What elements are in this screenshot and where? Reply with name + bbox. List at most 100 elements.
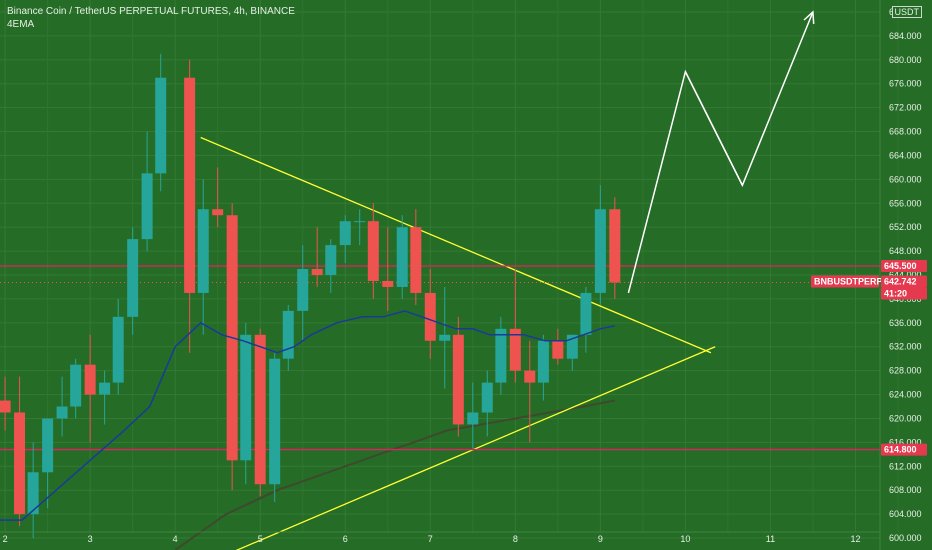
candle-up	[141, 131, 153, 252]
candle-body	[325, 245, 337, 275]
price-tick-label: 656.000	[889, 198, 922, 208]
candle-up	[396, 215, 408, 299]
candle-body	[609, 209, 621, 283]
candle-body	[424, 292, 436, 341]
time-axis[interactable]: 2 3 4 5 6 7 8 9 10 11 12	[0, 531, 880, 544]
triangle-trendlines[interactable]	[200, 136, 716, 550]
chart-title[interactable]: Binance Coin / TetherUS PERPETUAL FUTURE…	[7, 6, 295, 17]
indicator-legend[interactable]: 4EMA	[7, 19, 35, 30]
price-tick-label: 636.000	[889, 318, 922, 328]
candle-body	[311, 269, 323, 275]
time-tick-label: 7	[428, 534, 433, 544]
candle-down	[212, 167, 224, 228]
price-tick-label: 632.000	[889, 342, 922, 352]
candle-body	[56, 406, 68, 419]
time-tick-label: 2	[3, 534, 8, 544]
candle-up	[297, 245, 309, 341]
candle-body	[197, 209, 209, 293]
candle-down	[0, 376, 11, 431]
price-tick-label: 628.000	[889, 366, 922, 376]
candle-down	[254, 328, 266, 497]
candle-body	[339, 221, 351, 246]
candle-up	[42, 418, 54, 509]
candle-body	[254, 334, 266, 485]
candle-up	[197, 179, 209, 335]
last-price-label-bg	[881, 275, 927, 288]
candle-up	[155, 53, 167, 192]
candle-body	[297, 269, 309, 311]
candle-body	[70, 364, 82, 407]
candle-body	[495, 328, 507, 383]
candle-up	[467, 382, 479, 449]
candle-up	[566, 334, 578, 371]
candle-body	[537, 340, 549, 383]
candle-body	[552, 340, 564, 359]
candle-up	[594, 185, 606, 305]
ema-fast-line	[0, 310, 615, 521]
price-tick-label: 668.000	[889, 127, 922, 137]
candle-body	[594, 209, 606, 293]
candle-down	[84, 334, 96, 443]
candle-up	[339, 215, 351, 264]
candle-body	[27, 472, 39, 515]
candle-up	[56, 376, 68, 437]
ema-fast-path	[0, 310, 615, 521]
candle-down	[14, 376, 26, 527]
candle-body	[112, 316, 124, 383]
candle-up	[269, 352, 281, 503]
candle-body	[367, 221, 379, 281]
candle-down	[184, 59, 196, 353]
price-tick-label: 608.000	[889, 485, 922, 495]
candle-body	[127, 239, 139, 317]
candle-body	[580, 292, 592, 335]
candle-up	[481, 370, 493, 437]
projection-path[interactable]	[627, 10, 815, 294]
time-tick-label: 9	[598, 534, 603, 544]
projection-mid-segment	[684, 71, 744, 186]
ema-slow-line	[174, 399, 615, 550]
price-tick-label: 664.000	[889, 150, 922, 160]
support-price-label: 614.800	[884, 445, 917, 455]
candle-body	[141, 173, 153, 240]
price-tick-label: 676.000	[889, 79, 922, 89]
time-tick-label: 5	[258, 534, 263, 544]
horizontal-levels[interactable]	[0, 265, 880, 451]
price-tick-label: 660.000	[889, 174, 922, 184]
resistance-price-label-bg	[881, 260, 927, 273]
price-tick-label: 616.000	[889, 437, 922, 447]
time-tick-label: 6	[343, 534, 348, 544]
descending-trendline[interactable]	[200, 136, 712, 354]
candle-up	[127, 227, 139, 335]
price-tick-label: 612.000	[889, 461, 922, 471]
candle-body	[354, 221, 366, 223]
price-tick-label: 600.000	[889, 533, 922, 543]
time-tick-label: 11	[766, 534, 775, 544]
candle-up	[580, 286, 592, 353]
candle-body	[212, 209, 224, 216]
candle-up	[495, 316, 507, 395]
candle-body	[42, 418, 54, 473]
time-tick-label: 10	[680, 534, 690, 544]
ascending-trendline[interactable]	[209, 346, 716, 550]
candle-body	[99, 382, 111, 395]
candle-body	[396, 227, 408, 287]
candle-body	[509, 328, 521, 371]
candle-down	[410, 209, 422, 305]
candle-down	[509, 269, 521, 383]
price-tick-label: 680.000	[889, 55, 922, 65]
candle-down	[311, 227, 323, 287]
time-tick-label: 8	[513, 534, 518, 544]
candle-down	[524, 340, 536, 443]
candle-up	[282, 304, 294, 371]
time-tick-label: 3	[88, 534, 93, 544]
symbol-label-bg	[811, 275, 879, 288]
candle-body	[481, 382, 493, 413]
currency-unit-label[interactable]: USDT	[891, 6, 922, 18]
candle-body	[184, 77, 196, 293]
candle-down	[552, 328, 564, 365]
candle-body	[14, 412, 26, 515]
candle-down	[452, 316, 464, 437]
candle-up	[325, 239, 337, 293]
